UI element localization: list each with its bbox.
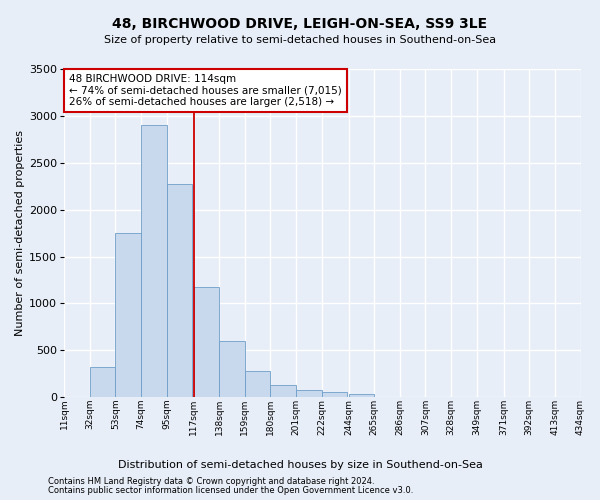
Text: Contains HM Land Registry data © Crown copyright and database right 2024.: Contains HM Land Registry data © Crown c… xyxy=(48,477,374,486)
Bar xyxy=(322,392,347,397)
Bar xyxy=(219,341,245,397)
Bar xyxy=(167,184,193,397)
Text: Size of property relative to semi-detached houses in Southend-on-Sea: Size of property relative to semi-detach… xyxy=(104,35,496,45)
Bar xyxy=(90,367,115,397)
Text: Contains public sector information licensed under the Open Government Licence v3: Contains public sector information licen… xyxy=(48,486,413,495)
Bar xyxy=(271,385,296,397)
Text: Distribution of semi-detached houses by size in Southend-on-Sea: Distribution of semi-detached houses by … xyxy=(118,460,482,470)
Y-axis label: Number of semi-detached properties: Number of semi-detached properties xyxy=(15,130,25,336)
Bar xyxy=(115,233,141,397)
Bar xyxy=(245,370,271,397)
Text: 48 BIRCHWOOD DRIVE: 114sqm
← 74% of semi-detached houses are smaller (7,015)
26%: 48 BIRCHWOOD DRIVE: 114sqm ← 74% of semi… xyxy=(70,74,342,107)
Bar xyxy=(349,394,374,397)
Bar xyxy=(194,287,219,397)
Bar xyxy=(296,390,322,397)
Bar xyxy=(141,126,167,397)
Text: 48, BIRCHWOOD DRIVE, LEIGH-ON-SEA, SS9 3LE: 48, BIRCHWOOD DRIVE, LEIGH-ON-SEA, SS9 3… xyxy=(112,18,488,32)
